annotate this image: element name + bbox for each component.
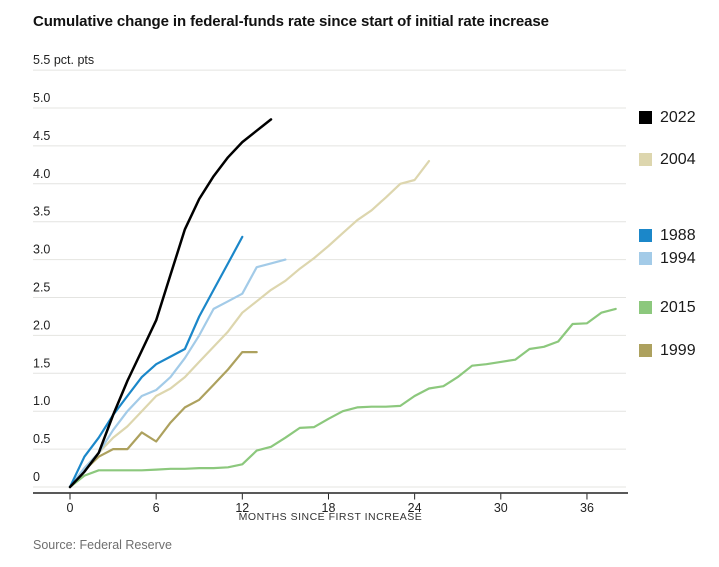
y-tick-label: 0.5 xyxy=(33,432,50,446)
x-tick-label: 24 xyxy=(408,501,422,515)
y-tick-label: 3.5 xyxy=(33,205,50,219)
series-line-1988 xyxy=(68,235,244,489)
y-tick-label: 1.0 xyxy=(33,394,50,408)
series-line-1999 xyxy=(68,351,258,489)
series-line-1994 xyxy=(68,258,287,489)
y-tick-label: 4.5 xyxy=(33,129,50,143)
x-tick-label: 0 xyxy=(67,501,74,515)
y-tick-label: 1.5 xyxy=(33,356,50,370)
series-line-2015 xyxy=(68,307,617,489)
x-tick-label: 30 xyxy=(494,501,508,515)
source-note: Source: Federal Reserve xyxy=(33,538,172,552)
x-tick-label: 12 xyxy=(235,501,249,515)
x-axis-title: MONTHS SINCE FIRST INCREASE xyxy=(238,511,423,523)
x-tick-label: 18 xyxy=(322,501,336,515)
series-line-2022 xyxy=(68,118,273,489)
y-tick-label: 2.5 xyxy=(33,281,50,295)
y-tick-label: 0 xyxy=(33,470,40,484)
y-tick-label: 2.0 xyxy=(33,318,50,332)
page-title: Cumulative change in federal-funds rate … xyxy=(33,13,549,30)
y-tick-label: 3.0 xyxy=(33,243,50,257)
y-tick-label: 4.0 xyxy=(33,167,50,181)
x-tick-label: 36 xyxy=(580,501,594,515)
y-tick-label: 5.5 pct. pts xyxy=(33,53,94,67)
series-line-2004 xyxy=(68,160,431,489)
y-tick-label: 5.0 xyxy=(33,91,50,105)
x-tick-label: 6 xyxy=(153,501,160,515)
